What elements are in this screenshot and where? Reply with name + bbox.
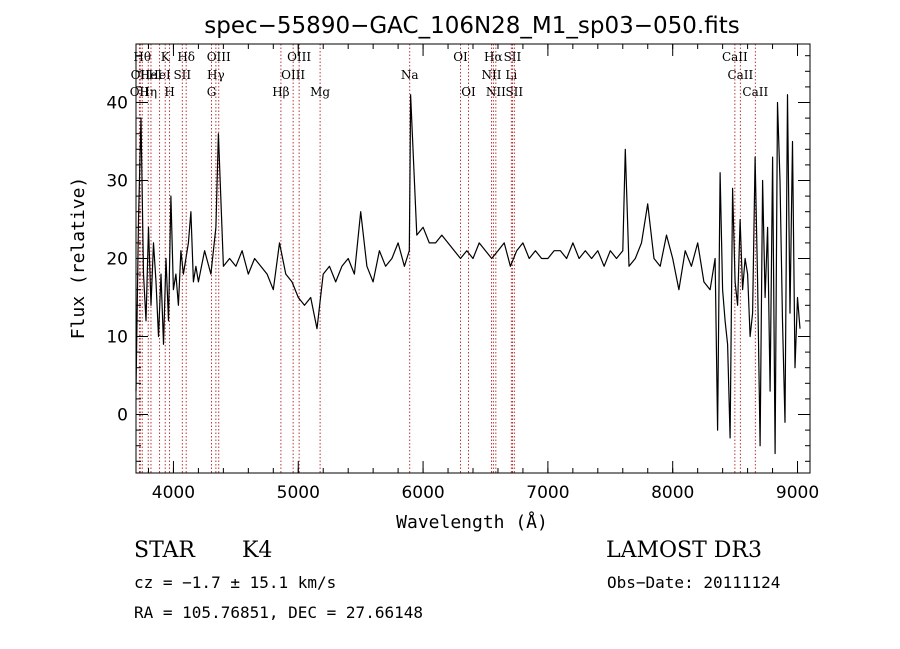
- y-axis: 0 10 20 30 40: [106, 55, 810, 462]
- line-label: NII: [486, 85, 506, 99]
- line-label: OII: [130, 85, 150, 99]
- y-axis-label: Flux (relative): [68, 177, 89, 340]
- line-label: K: [161, 50, 171, 64]
- survey-name: LAMOST DR3: [606, 538, 762, 563]
- spectrum-series: [135, 94, 801, 455]
- y-tick-label: 30: [106, 172, 128, 192]
- line-label: Hγ: [207, 68, 225, 82]
- x-tick-label: 7000: [526, 483, 569, 503]
- line-label: OIII: [281, 68, 305, 82]
- line-label: HeI: [140, 68, 163, 82]
- line-label: OI: [461, 85, 476, 99]
- x-axis: 4000 5000 6000 7000 8000 9000: [147, 44, 819, 503]
- line-label: G: [207, 85, 217, 99]
- chart-title: spec−55890−GAC_106N28_M1_sp03−050.fits: [204, 13, 739, 39]
- object-subclass: K4: [242, 538, 273, 563]
- x-tick-label: 5000: [277, 483, 320, 503]
- line-label: HeI: [148, 68, 171, 82]
- line-label: SII: [173, 68, 191, 82]
- line-label: SII: [504, 50, 522, 64]
- ra-dec-coordinates: RA = 105.76851, DEC = 27.66148: [134, 603, 423, 622]
- line-label: Hη: [139, 85, 157, 99]
- line-label: OII: [131, 68, 151, 82]
- y-tick-label: 40: [106, 94, 128, 114]
- line-label: OIII: [207, 50, 231, 64]
- line-label: CaII: [742, 85, 768, 99]
- line-label: Hβ: [272, 85, 289, 99]
- line-label: H: [164, 85, 174, 99]
- x-axis-label: Wavelength (Å): [396, 511, 548, 533]
- observation-date: Obs−Date: 20111124: [607, 573, 781, 592]
- line-label: Hδ: [177, 50, 195, 64]
- y-tick-label: 20: [106, 250, 128, 270]
- object-class: STAR: [134, 538, 195, 563]
- line-label: Mg: [310, 85, 330, 99]
- spectral-line-markers: [138, 44, 756, 473]
- line-label: NII: [481, 68, 501, 82]
- x-tick-label: 8000: [651, 483, 694, 503]
- spectrum-line: [135, 94, 801, 455]
- line-label: Li: [505, 68, 517, 82]
- x-tick-label: 9000: [776, 483, 819, 503]
- line-label: CaII: [727, 68, 753, 82]
- redshift-cz: cz = −1.7 ± 15.1 km/s: [134, 573, 337, 592]
- line-label: OIII: [287, 50, 311, 64]
- line-label: Hθ: [133, 50, 151, 64]
- x-tick-label: 4000: [152, 483, 195, 503]
- line-label: Hα: [484, 50, 503, 64]
- line-label: SII: [505, 85, 523, 99]
- y-tick-label: 10: [106, 328, 128, 348]
- y-tick-label: 0: [117, 406, 128, 426]
- line-label: Na: [401, 68, 419, 82]
- line-label: OI: [453, 50, 468, 64]
- line-label: CaII: [722, 50, 748, 64]
- x-tick-label: 6000: [401, 483, 444, 503]
